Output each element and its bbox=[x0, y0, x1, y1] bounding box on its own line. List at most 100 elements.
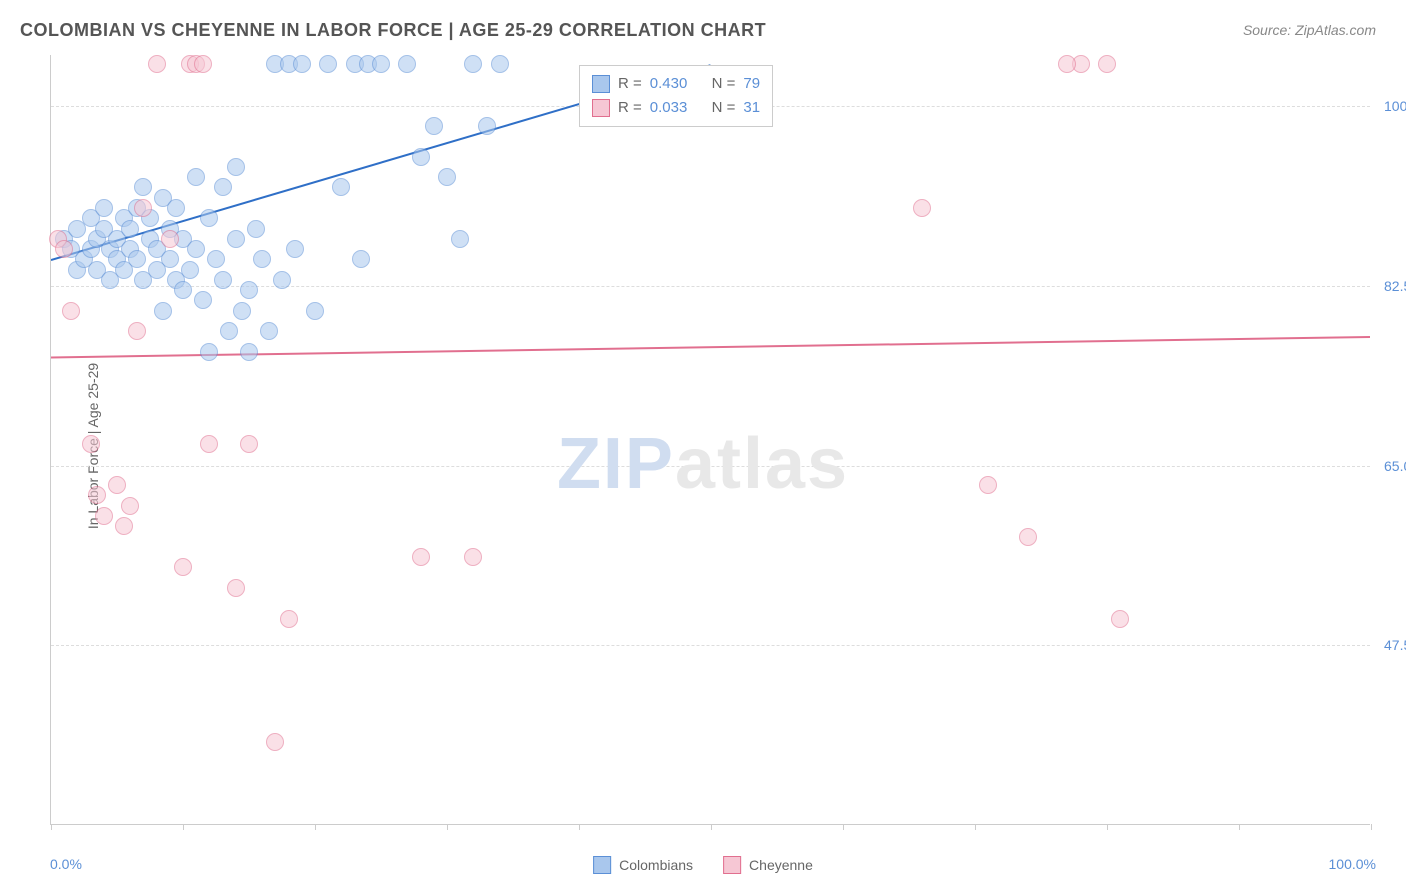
scatter-point bbox=[161, 250, 179, 268]
scatter-point bbox=[174, 558, 192, 576]
scatter-point bbox=[161, 230, 179, 248]
source-attribution: Source: ZipAtlas.com bbox=[1243, 22, 1376, 38]
chart-plot-area: 47.5%65.0%82.5%100.0%R =0.430 N = 79R =0… bbox=[50, 55, 1370, 825]
scatter-point bbox=[167, 199, 185, 217]
scatter-point bbox=[306, 302, 324, 320]
scatter-point bbox=[187, 240, 205, 258]
scatter-point bbox=[134, 178, 152, 196]
scatter-point bbox=[121, 220, 139, 238]
scatter-point bbox=[115, 517, 133, 535]
scatter-point bbox=[181, 261, 199, 279]
scatter-point bbox=[128, 322, 146, 340]
scatter-point bbox=[200, 435, 218, 453]
scatter-point bbox=[187, 168, 205, 186]
x-axis-max-label: 100.0% bbox=[1329, 856, 1376, 872]
scatter-point bbox=[491, 55, 509, 73]
scatter-point bbox=[194, 55, 212, 73]
scatter-point bbox=[280, 610, 298, 628]
r-label: R = bbox=[618, 72, 642, 96]
r-value: 0.033 bbox=[650, 96, 688, 120]
scatter-point bbox=[260, 322, 278, 340]
scatter-point bbox=[227, 230, 245, 248]
legend-item: Colombians bbox=[593, 856, 693, 874]
scatter-point bbox=[451, 230, 469, 248]
x-tick bbox=[1107, 824, 1108, 830]
scatter-point bbox=[253, 250, 271, 268]
scatter-point bbox=[194, 291, 212, 309]
legend-item: Cheyenne bbox=[723, 856, 813, 874]
scatter-point bbox=[438, 168, 456, 186]
legend-swatch-icon bbox=[592, 75, 610, 93]
scatter-point bbox=[62, 302, 80, 320]
legend-swatch-icon bbox=[593, 856, 611, 874]
x-tick bbox=[1239, 824, 1240, 830]
scatter-point bbox=[412, 548, 430, 566]
r-label: R = bbox=[618, 96, 642, 120]
legend-swatch-icon bbox=[723, 856, 741, 874]
scatter-point bbox=[214, 178, 232, 196]
n-label: N = bbox=[712, 96, 736, 120]
x-tick bbox=[51, 824, 52, 830]
scatter-point bbox=[200, 209, 218, 227]
x-tick bbox=[183, 824, 184, 830]
y-tick-label: 82.5% bbox=[1380, 276, 1406, 296]
x-tick bbox=[315, 824, 316, 830]
scatter-point bbox=[979, 476, 997, 494]
x-tick bbox=[975, 824, 976, 830]
y-tick-label: 47.5% bbox=[1380, 635, 1406, 655]
scatter-point bbox=[425, 117, 443, 135]
scatter-point bbox=[233, 302, 251, 320]
legend-label: Cheyenne bbox=[749, 857, 813, 873]
scatter-point bbox=[247, 220, 265, 238]
scatter-point bbox=[220, 322, 238, 340]
scatter-point bbox=[412, 148, 430, 166]
y-tick-label: 65.0% bbox=[1380, 456, 1406, 476]
x-tick bbox=[1371, 824, 1372, 830]
scatter-point bbox=[1098, 55, 1116, 73]
scatter-point bbox=[134, 199, 152, 217]
scatter-point bbox=[128, 250, 146, 268]
scatter-point bbox=[478, 117, 496, 135]
legend-label: Colombians bbox=[619, 857, 693, 873]
scatter-point bbox=[200, 343, 218, 361]
scatter-point bbox=[207, 250, 225, 268]
scatter-point bbox=[240, 343, 258, 361]
stats-row: R = 0.033 N = 31 bbox=[592, 96, 760, 120]
n-value: 31 bbox=[743, 96, 760, 120]
scatter-point bbox=[227, 579, 245, 597]
scatter-point bbox=[95, 507, 113, 525]
scatter-point bbox=[55, 240, 73, 258]
scatter-point bbox=[214, 271, 232, 289]
scatter-point bbox=[372, 55, 390, 73]
scatter-point bbox=[464, 55, 482, 73]
x-tick bbox=[843, 824, 844, 830]
scatter-point bbox=[154, 302, 172, 320]
scatter-point bbox=[398, 55, 416, 73]
bottom-legend: Colombians Cheyenne bbox=[593, 856, 813, 874]
scatter-point bbox=[95, 199, 113, 217]
scatter-point bbox=[286, 240, 304, 258]
scatter-point bbox=[88, 486, 106, 504]
gridline bbox=[51, 645, 1370, 646]
scatter-point bbox=[148, 55, 166, 73]
scatter-point bbox=[332, 178, 350, 196]
scatter-point bbox=[1058, 55, 1076, 73]
stats-row: R =0.430 N = 79 bbox=[592, 72, 760, 96]
scatter-point bbox=[464, 548, 482, 566]
scatter-point bbox=[240, 281, 258, 299]
scatter-point bbox=[227, 158, 245, 176]
n-label: N = bbox=[712, 72, 736, 96]
scatter-point bbox=[174, 281, 192, 299]
stats-legend-box: R =0.430 N = 79R = 0.033 N = 31 bbox=[579, 65, 773, 127]
chart-title: COLOMBIAN VS CHEYENNE IN LABOR FORCE | A… bbox=[20, 20, 766, 41]
x-tick bbox=[447, 824, 448, 830]
scatter-point bbox=[1111, 610, 1129, 628]
scatter-point bbox=[108, 476, 126, 494]
scatter-point bbox=[266, 733, 284, 751]
n-value: 79 bbox=[743, 72, 760, 96]
gridline bbox=[51, 466, 1370, 467]
scatter-point bbox=[913, 199, 931, 217]
scatter-point bbox=[293, 55, 311, 73]
legend-swatch-icon bbox=[592, 99, 610, 117]
scatter-point bbox=[240, 435, 258, 453]
